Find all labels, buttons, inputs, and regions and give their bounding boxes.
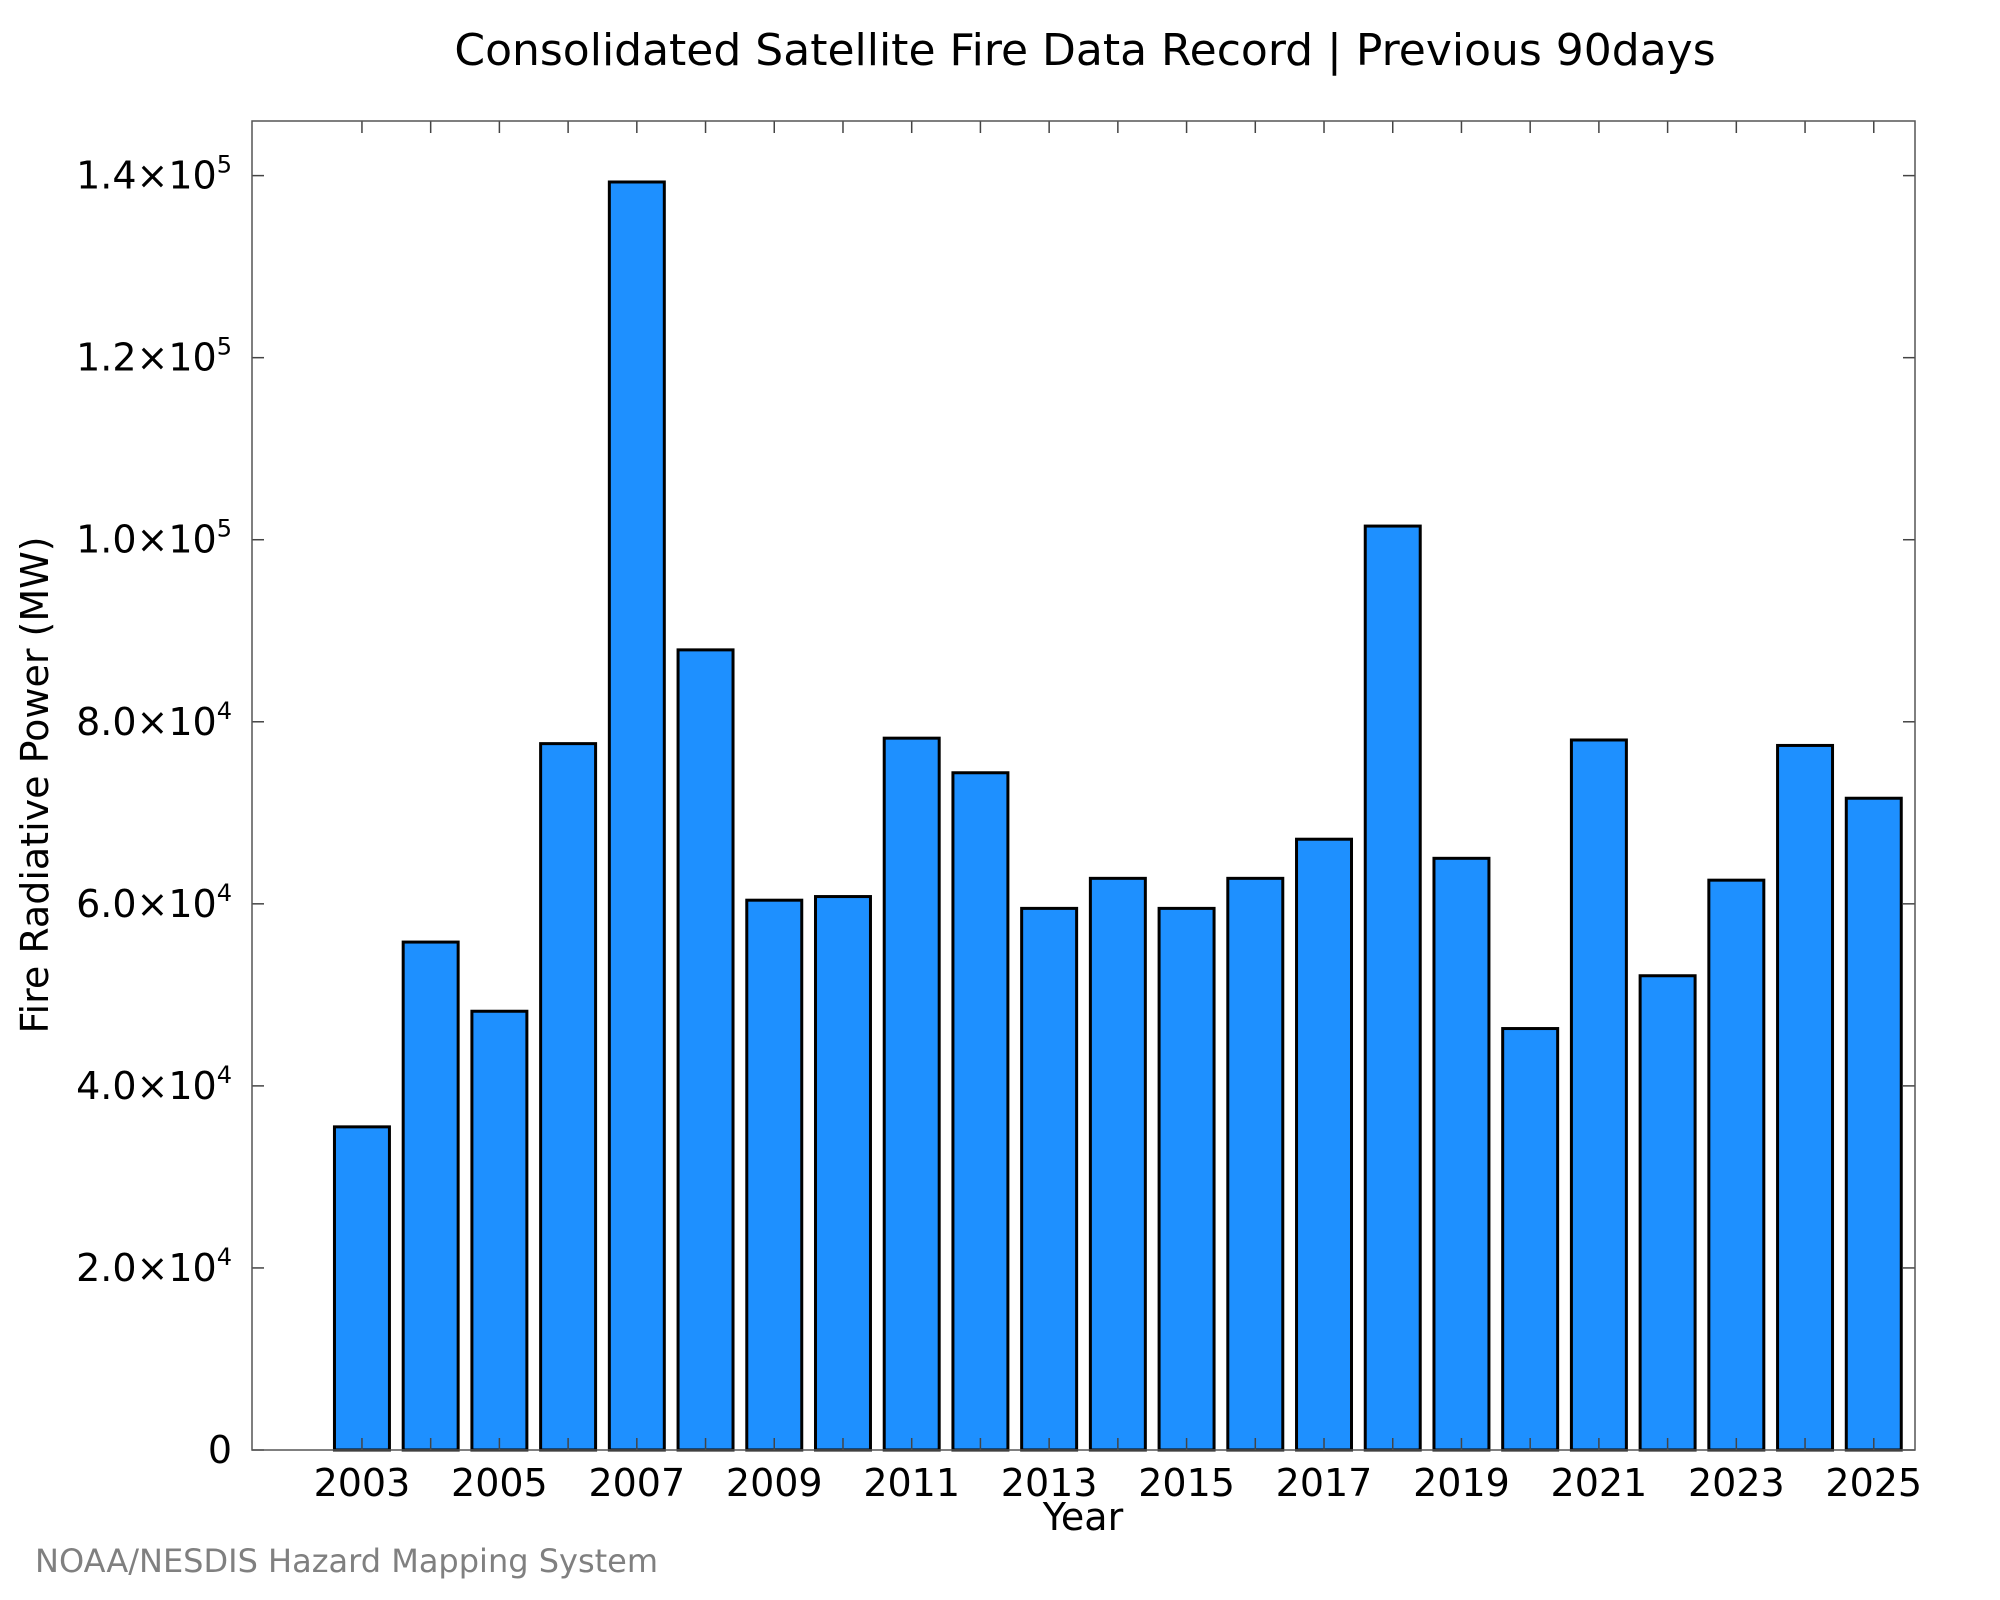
y-tick-label-40000: 4.0×104 bbox=[76, 1061, 232, 1108]
y-tick-label-20000: 2.0×104 bbox=[76, 1243, 232, 1290]
bar-2023 bbox=[1707, 878, 1766, 1452]
plot-frame bbox=[251, 120, 1916, 1451]
bar-2013 bbox=[1020, 906, 1079, 1452]
bar-2003 bbox=[332, 1125, 391, 1452]
bar-2017 bbox=[1295, 837, 1354, 1452]
credit-text: NOAA/NESDIS Hazard Mapping System bbox=[35, 1542, 658, 1580]
bar-2009 bbox=[745, 898, 804, 1452]
bar-2021 bbox=[1569, 738, 1628, 1452]
bar-2005 bbox=[470, 1009, 529, 1452]
bar-2020 bbox=[1501, 1027, 1560, 1452]
y-tick-label-80000: 8.0×104 bbox=[76, 697, 232, 744]
x-tick-label-2011: 2011 bbox=[863, 1461, 960, 1505]
x-tick-label-2009: 2009 bbox=[726, 1461, 823, 1505]
bar-2019 bbox=[1432, 856, 1491, 1452]
x-tick-label-2021: 2021 bbox=[1551, 1461, 1648, 1505]
x-tick-label-2023: 2023 bbox=[1688, 1461, 1785, 1505]
bar-2024 bbox=[1776, 743, 1835, 1452]
x-tick-label-2025: 2025 bbox=[1825, 1461, 1922, 1505]
y-tick-label-140000: 1.4×105 bbox=[76, 151, 232, 198]
y-tick-label-100000: 1.0×105 bbox=[76, 515, 232, 562]
y-tick-labels: 0 2.0×104 4.0×104 6.0×104 8.0×104 1.0×105 1.2×… bbox=[76, 151, 232, 1472]
x-tick-label-2005: 2005 bbox=[451, 1461, 548, 1505]
bars-layer bbox=[332, 180, 1903, 1452]
y-tick-label-0: 0 bbox=[208, 1428, 232, 1472]
x-tick-label-2013: 2013 bbox=[1001, 1461, 1098, 1505]
bar-2007 bbox=[607, 180, 666, 1452]
y-tick-label-60000: 6.0×104 bbox=[76, 879, 232, 926]
chart-title: Consolidated Satellite Fire Data Record … bbox=[454, 25, 1715, 76]
bar-2006 bbox=[539, 742, 598, 1452]
bar-2022 bbox=[1638, 974, 1697, 1452]
bar-2018 bbox=[1363, 524, 1422, 1452]
x-axis-label: Year bbox=[1042, 1495, 1124, 1539]
bar-2016 bbox=[1226, 876, 1285, 1452]
x-tick-label-2015: 2015 bbox=[1138, 1461, 1235, 1505]
bar-2025 bbox=[1844, 796, 1903, 1452]
bar-2015 bbox=[1157, 906, 1216, 1452]
bar-2011 bbox=[882, 736, 941, 1452]
bar-2010 bbox=[813, 895, 872, 1452]
x-tick-label-2007: 2007 bbox=[588, 1461, 685, 1505]
y-axis-label: Fire Radiative Power (MW) bbox=[13, 536, 57, 1033]
x-tick-label-2003: 2003 bbox=[314, 1461, 411, 1505]
bar-2012 bbox=[951, 771, 1010, 1452]
bar-2004 bbox=[401, 940, 460, 1452]
y-tick-label-120000: 1.2×105 bbox=[76, 333, 232, 380]
x-tick-label-2017: 2017 bbox=[1276, 1461, 1373, 1505]
bar-2008 bbox=[676, 648, 735, 1452]
x-tick-label-2019: 2019 bbox=[1413, 1461, 1510, 1505]
x-tick-labels: 2003 2005 2007 2009 2011 2013 2015 2017 2019 2021… bbox=[314, 1461, 1923, 1505]
bar-2014 bbox=[1088, 876, 1147, 1452]
